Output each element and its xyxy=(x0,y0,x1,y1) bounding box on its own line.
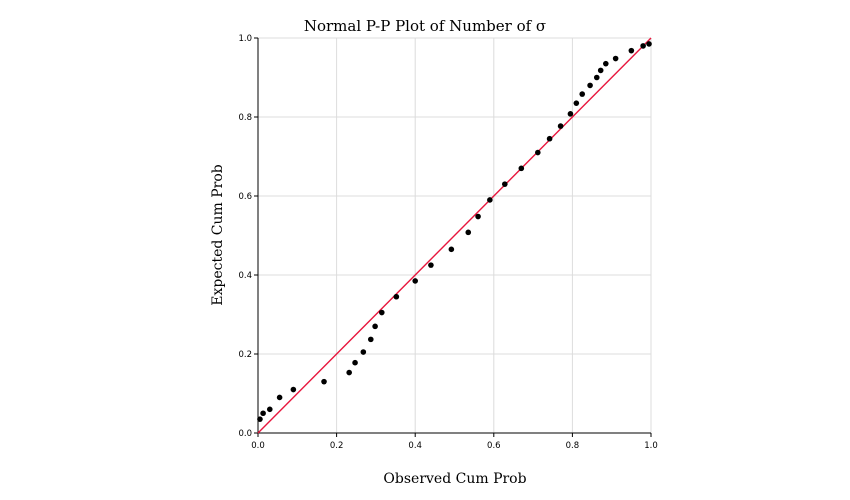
x-axis-label: Observed Cum Prob xyxy=(383,471,526,487)
data-point xyxy=(393,293,400,300)
data-point xyxy=(518,165,525,172)
data-point xyxy=(266,406,273,413)
data-point xyxy=(573,100,580,106)
data-point xyxy=(628,47,635,54)
chart-title: Normal P-P Plot of Number of σ xyxy=(304,17,546,35)
data-point xyxy=(346,369,352,376)
x-tick-labels: 0.0 0.2 0.4 0.6 0.8 1.0 xyxy=(251,441,658,451)
data-point xyxy=(260,410,266,417)
x-tick-label: 0.6 xyxy=(487,441,501,451)
y-tick-labels: 0.0 0.2 0.4 0.6 0.8 1.0 xyxy=(238,34,252,439)
x-tick-label: 1.0 xyxy=(644,441,658,451)
data-point xyxy=(428,262,434,268)
data-point xyxy=(257,416,263,422)
y-tick-label: 0.0 xyxy=(238,429,252,439)
data-point xyxy=(603,60,609,67)
data-point xyxy=(646,41,652,47)
data-point xyxy=(448,246,455,253)
data-point xyxy=(290,386,297,393)
data-point xyxy=(567,111,574,117)
x-tick-label: 0.0 xyxy=(251,441,265,451)
data-point xyxy=(360,349,367,355)
x-tick-label: 0.4 xyxy=(408,441,422,451)
data-point xyxy=(593,74,600,81)
data-point xyxy=(587,82,593,89)
data-point xyxy=(372,323,378,330)
reference-line xyxy=(257,37,652,434)
data-point xyxy=(321,378,327,385)
data-point xyxy=(352,359,358,366)
data-point xyxy=(640,43,646,49)
data-point xyxy=(612,55,619,62)
data-point xyxy=(535,149,541,156)
data-point xyxy=(579,91,586,97)
points xyxy=(257,41,652,422)
y-tick-label: 0.8 xyxy=(238,113,252,123)
data-point xyxy=(546,135,553,142)
data-point xyxy=(412,278,419,284)
data-point xyxy=(465,229,472,236)
y-tick-label: 1.0 xyxy=(238,34,252,44)
x-tick-label: 0.8 xyxy=(566,441,580,451)
data-point xyxy=(557,123,564,129)
y-axis-label: Expected Cum Prob xyxy=(210,164,226,306)
data-point xyxy=(276,394,283,401)
axes xyxy=(254,37,652,437)
y-tick-label: 0.6 xyxy=(238,192,252,202)
y-tick-label: 0.2 xyxy=(238,350,252,360)
data-point xyxy=(597,67,604,74)
data-point xyxy=(475,213,481,220)
x-tick-label: 0.2 xyxy=(330,441,344,451)
y-tick-label: 0.4 xyxy=(238,271,252,281)
data-point xyxy=(502,181,508,187)
data-point xyxy=(487,197,493,203)
data-point xyxy=(378,309,385,316)
grid xyxy=(258,37,652,433)
data-point xyxy=(367,336,374,343)
